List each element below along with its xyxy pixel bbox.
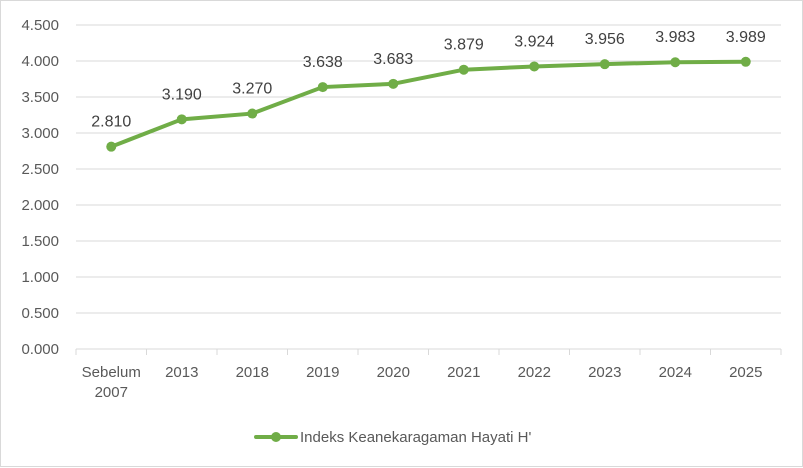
x-tick-label: 2025 [729, 364, 762, 381]
data-point [317, 82, 328, 93]
x-tick-label: 2019 [306, 364, 339, 381]
data-label: 3.956 [585, 31, 625, 48]
legend-marker-icon [271, 432, 281, 442]
y-tick-label: 1.000 [21, 269, 59, 286]
data-point [670, 57, 681, 68]
legend-label: Indeks Keanekaragaman Hayati H' [300, 429, 531, 446]
y-tick-label: 2.000 [21, 197, 59, 214]
y-tick-label: 3.000 [21, 125, 59, 142]
x-tick-label: Sebelum 2007 [82, 364, 141, 401]
data-label: 3.270 [232, 81, 272, 98]
data-label: 3.924 [514, 33, 554, 50]
data-point [176, 114, 187, 125]
y-tick-label: 3.500 [21, 89, 59, 106]
series-line [109, 59, 748, 149]
data-point [106, 141, 117, 152]
y-tick-label: 0.000 [21, 341, 59, 358]
data-label: 3.983 [655, 29, 695, 46]
data-label: 3.683 [373, 51, 413, 68]
y-tick-label: 2.500 [21, 161, 59, 178]
y-tick-label: 0.500 [21, 305, 59, 322]
data-label: 2.810 [91, 114, 131, 131]
data-label: 3.879 [444, 37, 484, 54]
data-point [388, 78, 399, 89]
data-label: 3.190 [162, 86, 202, 103]
data-label: 3.638 [303, 54, 343, 71]
data-point [458, 64, 469, 75]
x-tick-label: 2023 [588, 364, 621, 381]
x-tick-label: 2021 [447, 364, 480, 381]
x-tick-label: 2022 [518, 364, 551, 381]
y-tick-label: 4.000 [21, 53, 59, 70]
data-point [599, 59, 610, 70]
data-point [740, 56, 751, 67]
y-tick-label: 4.500 [21, 17, 59, 34]
x-tick-label: 2018 [236, 364, 269, 381]
x-tick-label: 2024 [659, 364, 692, 381]
x-tick-label: 2020 [377, 364, 410, 381]
y-tick-label: 1.500 [21, 233, 59, 250]
data-label: 3.989 [726, 29, 766, 46]
x-tick-label: 2013 [165, 364, 198, 381]
data-point [247, 108, 258, 119]
data-point [529, 61, 540, 72]
